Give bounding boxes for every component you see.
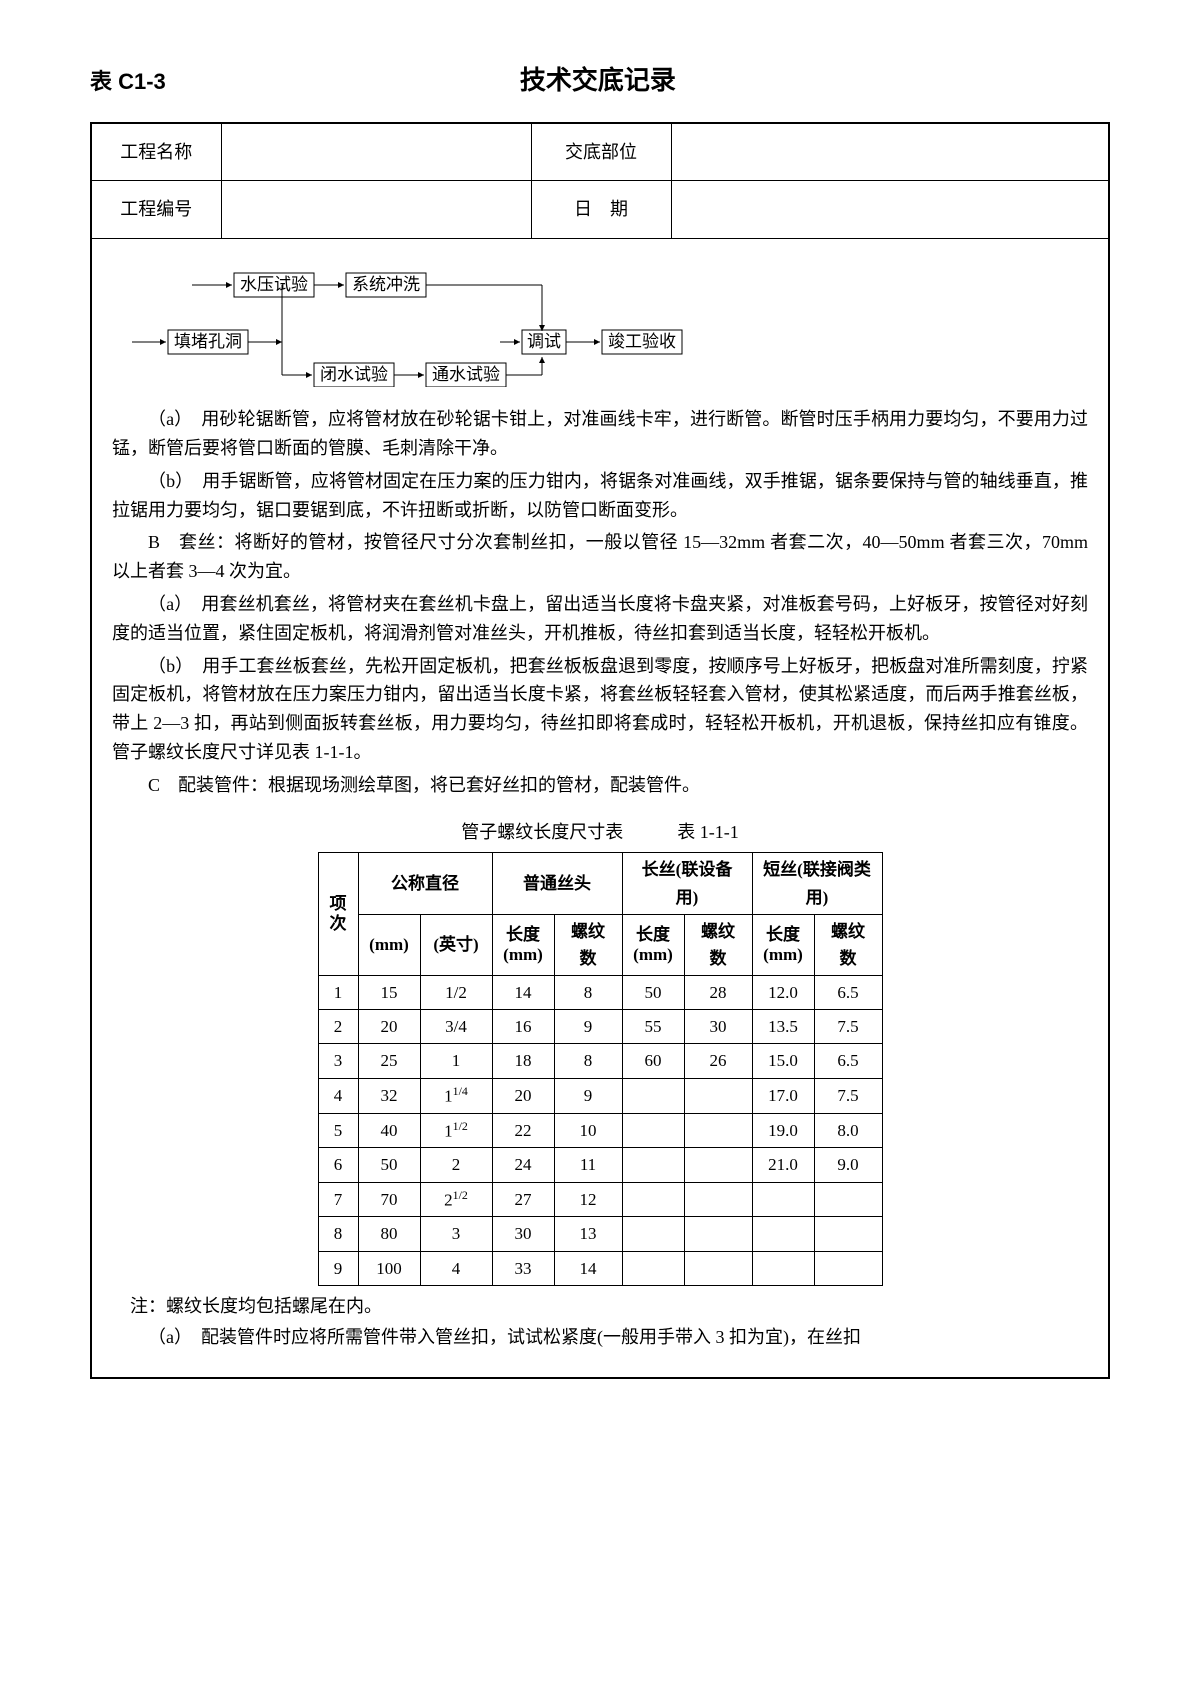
flow-node-water-pass: 通水试验 — [432, 365, 500, 384]
table-id: 表 C1-3 — [90, 64, 166, 99]
label-project-name: 工程名称 — [91, 123, 221, 181]
para-b1: （b） 用手锯断管，应将管材固定在压力案的压力钳内，将锯条对准画线，双手推锯，锯… — [112, 467, 1088, 525]
header-row: 表 C1-3 技术交底记录 — [90, 60, 1110, 102]
thread-table-title: 管子螺纹长度尺寸表 表 1-1-1 — [112, 818, 1088, 847]
th-s-threads: 螺纹数 — [814, 914, 882, 975]
para-C: C 配装管件：根据现场测绘草图，将已套好丝扣的管材，配装管件。 — [112, 771, 1088, 800]
th-long: 长丝(联设备用) — [622, 853, 752, 914]
table-row: 3251188602615.06.5 — [318, 1044, 882, 1078]
flow-node-system-flush: 系统冲洗 — [352, 275, 420, 294]
table-row: 910043314 — [318, 1251, 882, 1285]
label-date: 日 期 — [531, 181, 671, 239]
th-n-len-mm: (mm) — [503, 945, 543, 964]
content-cell: 水压试验 系统冲洗 填堵孔洞 调试 — [91, 239, 1109, 1379]
flow-node-fill-holes: 填堵孔洞 — [174, 332, 242, 351]
para-a3: （a） 配装管件时应将所需管件带入管丝扣，试试松紧度(一般用手带入 3 扣为宜)… — [112, 1323, 1088, 1352]
th-l-len: 长度 — [636, 925, 670, 944]
table-row: 43211/420917.07.5 — [318, 1078, 882, 1113]
value-date — [671, 181, 1109, 239]
table-note: 注：螺纹长度均包括螺尾在内。 — [130, 1292, 1088, 1321]
th-n-len: 长度 — [506, 925, 540, 944]
label-project-no: 工程编号 — [91, 181, 221, 239]
flow-node-pressure-test: 水压试验 — [240, 275, 308, 294]
th-normal: 普通丝头 — [492, 853, 622, 914]
th-mm: (mm) — [358, 914, 420, 975]
flow-node-acceptance: 竣工验收 — [608, 332, 676, 351]
th-inch: (英寸) — [420, 914, 492, 975]
value-disclosure-part — [671, 123, 1109, 181]
info-row-2: 工程编号 日 期 — [91, 181, 1109, 239]
th-ci: 次 — [330, 914, 347, 933]
table-row: 77021/22712 — [318, 1182, 882, 1217]
flow-node-closed-water: 闭水试验 — [320, 365, 388, 384]
table-row: 1151/2148502812.06.5 — [318, 976, 882, 1010]
flow-diagram: 水压试验 系统冲洗 填堵孔洞 调试 — [122, 267, 1088, 387]
outer-table: 工程名称 交底部位 工程编号 日 期 — [90, 122, 1110, 1380]
value-project-name — [221, 123, 531, 181]
para-a1: （a） 用砂轮锯断管，应将管材放在砂轮锯卡钳上，对准画线卡牢，进行断管。断管时压… — [112, 405, 1088, 463]
th-s-len: 长度 — [766, 925, 800, 944]
table-row: 6502241121.09.0 — [318, 1148, 882, 1182]
flow-node-debug: 调试 — [527, 332, 561, 351]
thread-table-body: 1151/2148502812.06.52203/4169553013.57.5… — [318, 976, 882, 1286]
para-a2: （a） 用套丝机套丝，将管材夹在套丝机卡盘上，留出适当长度将卡盘夹紧，对准板套号… — [112, 590, 1088, 648]
th-l-len-mm: (mm) — [633, 945, 673, 964]
label-disclosure-part: 交底部位 — [531, 123, 671, 181]
th-l-threads: 螺纹数 — [684, 914, 752, 975]
th-s-len-mm: (mm) — [763, 945, 803, 964]
th-n-threads: 螺纹数 — [554, 914, 622, 975]
para-b2: （b） 用手工套丝板套丝，先松开固定板机，把套丝板板盘退到零度，按顺序号上好板牙… — [112, 652, 1088, 767]
th-short: 短丝(联接阀类用) — [752, 853, 882, 914]
th-nominal: 公称直径 — [358, 853, 492, 914]
info-row-1: 工程名称 交底部位 — [91, 123, 1109, 181]
value-project-no — [221, 181, 531, 239]
para-B: B 套丝：将断好的管材，按管径尺寸分次套制丝扣，一般以管径 15—32mm 者套… — [112, 528, 1088, 586]
table-row: 54011/2221019.08.0 — [318, 1113, 882, 1148]
main-title: 技术交底记录 — [166, 60, 1030, 102]
table-row: 2203/4169553013.57.5 — [318, 1010, 882, 1044]
th-item: 项 — [330, 894, 347, 913]
thread-table: 项 次 公称直径 普通丝头 长丝(联设备用) 短丝(联接阀类用) (mm) (英… — [318, 852, 883, 1285]
table-row: 88033013 — [318, 1217, 882, 1251]
